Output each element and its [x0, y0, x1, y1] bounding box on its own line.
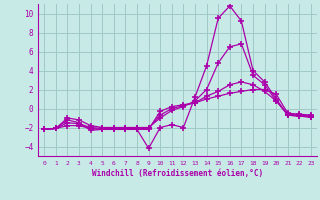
X-axis label: Windchill (Refroidissement éolien,°C): Windchill (Refroidissement éolien,°C): [92, 169, 263, 178]
